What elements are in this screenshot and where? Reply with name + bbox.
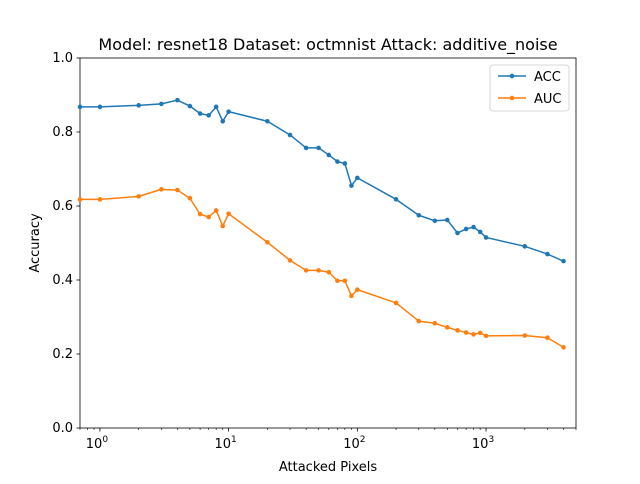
legend-marker-acc [509,73,515,79]
data-point-acc [97,104,103,110]
x-tick-label: 101 [214,435,236,452]
data-point-auc [159,187,164,192]
data-point-auc [483,333,489,339]
series-line-auc [80,188,564,348]
x-tick-label: 103 [472,435,494,452]
data-point-auc [561,345,566,350]
data-point-acc [159,101,164,107]
data-point-auc [355,287,360,292]
data-point-acc [483,235,489,240]
data-point-auc [455,328,460,333]
data-point-auc [393,300,399,306]
y-tick-label: 0.8 [52,125,73,140]
data-point-acc [187,103,193,109]
x-tick-label: 100 [86,435,109,452]
data-point-acc [136,103,141,108]
x-tick-exponent: 3 [488,435,494,445]
data-point-acc [226,109,231,114]
data-point-auc [316,268,321,273]
y-axis-label: Accuracy [28,213,43,273]
y-tick-label: 0.4 [52,273,73,288]
data-point-auc [220,223,226,229]
data-point-auc [463,330,469,335]
data-point-acc [206,113,212,118]
legend-label-auc: AUC [534,92,562,107]
x-tick-exponent: 0 [102,435,108,445]
y-tick-label: 1.0 [52,51,73,66]
data-point-acc [335,159,340,164]
data-point-acc [455,230,460,236]
data-point-auc [213,208,219,213]
data-point-auc [187,195,193,201]
legend-marker-auc [509,95,515,101]
data-point-auc [471,332,476,337]
data-point-auc [477,330,483,336]
data-point-auc [522,333,528,338]
data-point-auc [136,194,141,199]
data-point-auc [206,214,212,220]
y-tick-label: 0.6 [52,199,73,214]
x-tick-exponent: 1 [231,435,237,445]
x-tick-label: 102 [343,435,365,452]
data-point-auc [97,197,103,202]
data-point-acc [316,145,321,151]
data-point-auc [226,211,231,217]
data-point-acc [349,183,354,188]
data-point-auc [342,278,348,284]
data-point-acc [303,145,309,151]
data-point-auc [349,293,354,299]
y-tick-label: 0.0 [52,421,73,436]
data-point-acc [522,244,528,249]
data-point-auc [77,197,83,202]
data-point-acc [326,152,332,158]
data-point-acc [393,197,399,202]
data-point-auc [335,278,340,284]
data-point-auc [444,325,450,330]
chart-title: Model: resnet18 Dataset: octmnist Attack… [98,35,557,55]
data-point-acc [355,175,360,181]
x-axis-label: Attacked Pixels [279,460,377,475]
axes-frame [79,57,577,429]
data-point-acc [220,118,226,124]
data-point-auc [416,318,422,324]
data-point-acc [545,251,550,257]
data-point-auc [545,335,550,341]
data-point-acc [471,224,476,230]
data-point-acc [463,226,469,232]
data-point-acc [213,104,219,110]
data-point-auc [175,187,180,193]
data-point-acc [197,111,203,116]
data-point-auc [287,258,293,263]
data-point-acc [477,229,483,235]
x-tick-exponent: 2 [360,435,366,445]
data-point-acc [175,97,180,103]
data-point-acc [342,161,348,166]
data-point-acc [287,132,293,138]
y-tick-label: 0.2 [52,347,73,362]
data-point-acc [432,218,438,224]
legend-label-acc: ACC [534,70,561,85]
data-point-acc [416,212,422,218]
data-point-acc [77,104,83,110]
data-point-auc [303,268,309,273]
data-point-acc [265,118,270,124]
data-point-auc [432,320,438,326]
data-point-auc [326,269,332,275]
data-point-acc [444,217,450,223]
data-point-acc [561,258,566,264]
data-point-auc [265,239,270,245]
data-point-auc [197,211,203,217]
series-line-acc [80,99,564,262]
